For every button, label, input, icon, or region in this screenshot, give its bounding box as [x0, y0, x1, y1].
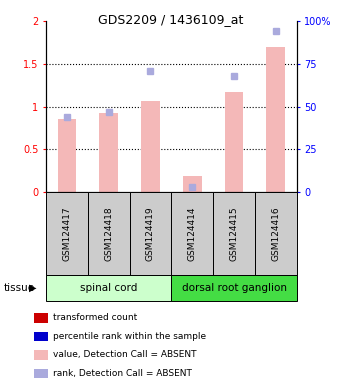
- Bar: [99, 113, 118, 192]
- Text: GSM124419: GSM124419: [146, 206, 155, 261]
- Bar: [172, 275, 297, 301]
- Text: dorsal root ganglion: dorsal root ganglion: [181, 283, 286, 293]
- Bar: [213, 192, 255, 275]
- Bar: [183, 176, 202, 192]
- Bar: [172, 192, 213, 275]
- Text: GDS2209 / 1436109_at: GDS2209 / 1436109_at: [98, 13, 243, 26]
- Text: rank, Detection Call = ABSENT: rank, Detection Call = ABSENT: [53, 369, 192, 378]
- Bar: [58, 119, 76, 192]
- Bar: [255, 192, 297, 275]
- Text: GSM124415: GSM124415: [229, 206, 238, 261]
- Text: GSM124417: GSM124417: [62, 206, 71, 261]
- Text: transformed count: transformed count: [53, 313, 137, 323]
- Text: GSM124418: GSM124418: [104, 206, 113, 261]
- Text: spinal cord: spinal cord: [80, 283, 137, 293]
- Text: percentile rank within the sample: percentile rank within the sample: [53, 332, 206, 341]
- Text: ▶: ▶: [29, 283, 36, 293]
- Text: GSM124416: GSM124416: [271, 206, 280, 261]
- Bar: [88, 192, 130, 275]
- Bar: [141, 101, 160, 192]
- Bar: [46, 192, 88, 275]
- Bar: [225, 92, 243, 192]
- Text: GSM124414: GSM124414: [188, 206, 197, 260]
- Text: value, Detection Call = ABSENT: value, Detection Call = ABSENT: [53, 350, 196, 359]
- Bar: [130, 192, 171, 275]
- Bar: [46, 275, 171, 301]
- Text: tissue: tissue: [3, 283, 34, 293]
- Bar: [266, 47, 285, 192]
